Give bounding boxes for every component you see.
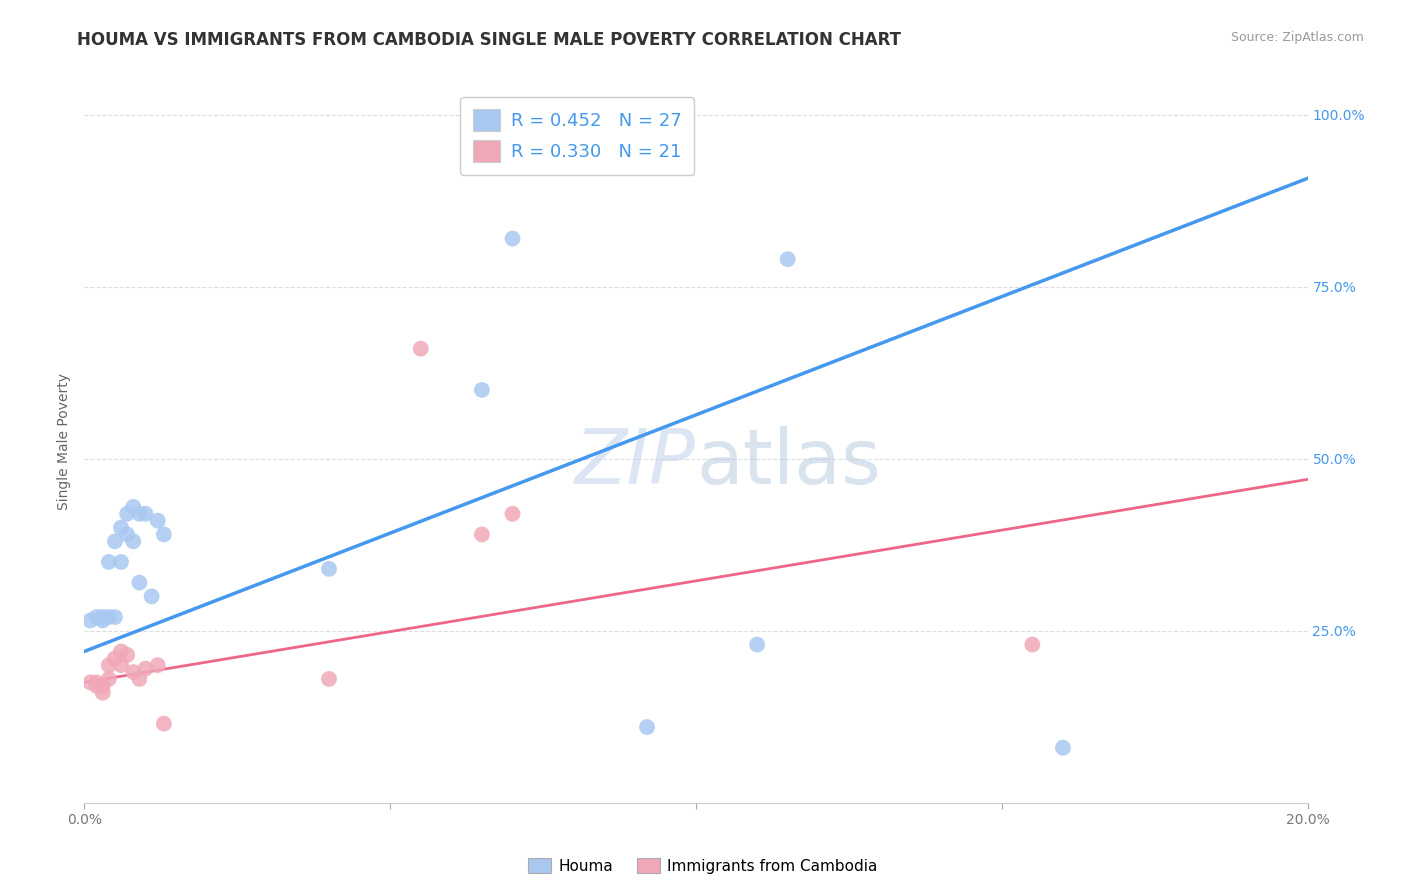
Point [153,527,176,541]
Point [104,610,127,624]
Point [86,675,108,690]
Point [91,610,114,624]
Point [97,610,120,624]
Text: Source: ZipAtlas.com: Source: ZipAtlas.com [1230,31,1364,45]
Text: ZIP: ZIP [575,426,696,500]
Point [91,614,114,628]
Point [86,679,108,693]
Point [86,610,108,624]
Point [110,658,132,673]
Point [146,658,169,673]
Point [79,675,101,690]
Point [97,672,120,686]
Point [128,672,150,686]
Legend: R = 0.452   N = 27, R = 0.330   N = 21: R = 0.452 N = 27, R = 0.330 N = 21 [460,96,695,175]
Point [502,231,524,245]
Point [1021,638,1043,652]
Point [97,658,120,673]
Point [747,638,769,652]
Point [91,686,114,700]
Point [115,507,138,521]
Point [135,507,157,521]
Point [110,644,132,658]
Point [318,562,340,576]
Point [471,383,494,397]
Point [135,662,157,676]
Point [104,534,127,549]
Point [110,520,132,534]
Point [636,720,658,734]
Point [122,534,145,549]
Point [1052,740,1074,755]
Point [502,507,524,521]
Text: atlas: atlas [696,426,880,500]
Point [153,716,176,731]
Point [97,555,120,569]
Y-axis label: Single Male Poverty: Single Male Poverty [58,373,72,510]
Text: HOUMA VS IMMIGRANTS FROM CAMBODIA SINGLE MALE POVERTY CORRELATION CHART: HOUMA VS IMMIGRANTS FROM CAMBODIA SINGLE… [77,31,901,49]
Point [128,575,150,590]
Point [146,514,169,528]
Point [104,651,127,665]
Point [79,614,101,628]
Point [110,555,132,569]
Point [122,500,145,514]
Point [122,665,145,679]
Point [115,527,138,541]
Point [776,252,799,267]
Point [318,672,340,686]
Point [115,648,138,662]
Point [91,679,114,693]
Point [128,507,150,521]
Point [141,590,163,604]
Point [409,342,432,356]
Legend: Houma, Immigrants from Cambodia: Houma, Immigrants from Cambodia [522,852,884,880]
Point [471,527,494,541]
